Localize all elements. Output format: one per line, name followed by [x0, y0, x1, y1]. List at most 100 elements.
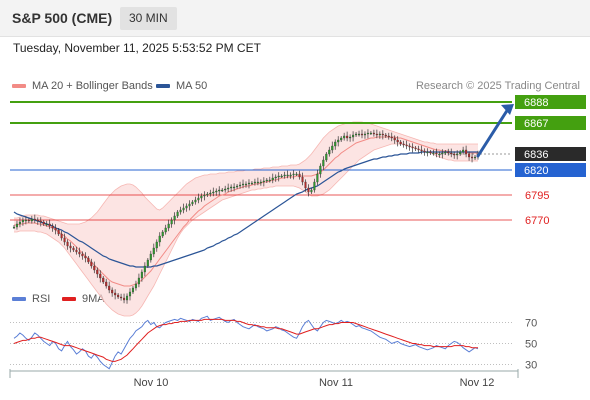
candle-body	[435, 152, 438, 155]
instrument-title: S&P 500 (CME)	[12, 10, 113, 26]
candle-body	[239, 184, 242, 187]
forecast-arrow-head	[501, 104, 514, 115]
candle-body	[167, 223, 170, 229]
candle-body	[250, 182, 253, 185]
candle-body	[120, 296, 123, 299]
legend-ma9: 9MA	[62, 293, 105, 305]
candle-body	[313, 181, 316, 191]
candle-body	[152, 247, 155, 255]
candle-body	[42, 221, 45, 225]
candle-body	[33, 218, 36, 221]
candle-body	[230, 186, 233, 189]
ma9-label: 9MA	[82, 293, 105, 305]
candle-body	[39, 220, 42, 223]
candle-body	[393, 137, 396, 141]
candle-body	[453, 153, 456, 156]
candle-body	[399, 141, 402, 145]
candle-body	[390, 136, 393, 139]
ma20-swatch	[12, 84, 26, 88]
candle-body	[87, 257, 90, 263]
candle-body	[295, 173, 298, 176]
level-tag-6836	[515, 147, 586, 161]
x-label-nov-10: Nov 10	[134, 377, 169, 389]
candle-body	[15, 223, 19, 228]
candle-body	[233, 186, 236, 189]
candle-body	[146, 259, 149, 267]
candle-body	[206, 193, 209, 196]
candle-body	[18, 221, 21, 225]
candle-body	[349, 136, 352, 139]
candle-body	[298, 173, 301, 178]
ma50-label: MA 50	[176, 80, 208, 92]
candle-body	[191, 201, 194, 205]
rsi-tick-70: 70	[525, 318, 537, 330]
candle-body	[72, 247, 75, 251]
candle-body	[27, 219, 30, 222]
candle-body	[307, 187, 310, 193]
candle-body	[372, 132, 375, 135]
candle-body	[375, 133, 378, 136]
candle-body	[462, 149, 465, 153]
candle-body	[274, 176, 277, 179]
candle-body	[128, 291, 132, 297]
candle-body	[182, 207, 185, 211]
candle-body	[185, 205, 188, 209]
candle-body	[197, 197, 200, 201]
ma50-line	[13, 151, 478, 268]
candle-body	[102, 277, 105, 283]
ma50-swatch	[156, 84, 170, 88]
candle-body	[218, 189, 221, 192]
candle-body	[143, 265, 146, 273]
candle-body	[405, 144, 408, 147]
candle-body	[310, 189, 313, 193]
candle-body	[241, 183, 245, 186]
interval-button[interactable]: 30 MIN	[120, 7, 177, 30]
candle-body	[414, 147, 417, 150]
candle-body	[334, 141, 337, 147]
rsi-ma9-line	[13, 318, 478, 362]
candle-body	[244, 183, 248, 186]
candle-body	[360, 133, 364, 136]
candle-body	[450, 152, 453, 155]
candle-body	[340, 137, 343, 141]
candle-body	[24, 219, 27, 222]
candle-body	[363, 133, 367, 136]
candle-body	[54, 227, 57, 231]
rsi-line	[13, 315, 479, 370]
candle-body	[473, 156, 477, 159]
candle-body	[343, 135, 346, 139]
rsi-tick-50: 50	[525, 339, 537, 351]
rsi-swatch	[12, 297, 26, 301]
candle-body	[105, 281, 108, 287]
candle-body	[170, 219, 173, 225]
candle-body	[63, 237, 66, 243]
candle-body	[387, 135, 390, 138]
candle-body	[179, 209, 182, 213]
level-tag-6820	[515, 163, 586, 177]
candle-body	[57, 229, 60, 235]
candle-body	[114, 292, 117, 296]
candle-body	[444, 151, 447, 154]
candle-body	[369, 132, 372, 135]
candle-body	[215, 190, 218, 193]
candle-body	[396, 139, 399, 143]
candle-body	[45, 223, 48, 226]
candle-body	[108, 285, 111, 291]
level-tag-6867	[515, 116, 586, 130]
credit-label: Research © 2025 Trading Central	[415, 80, 580, 92]
candle-body	[123, 297, 126, 301]
candle-body	[227, 187, 230, 190]
candle-body	[292, 173, 295, 176]
candle-body	[131, 287, 135, 293]
candle-body	[262, 180, 265, 183]
candle-body	[319, 165, 322, 175]
candle-body	[96, 269, 99, 275]
x-label-nov-12: Nov 12	[460, 377, 495, 389]
candle-body	[212, 191, 215, 194]
candle-body	[259, 181, 262, 184]
candle-body	[137, 277, 140, 285]
candle-body	[236, 185, 239, 188]
ma9-swatch	[62, 297, 76, 301]
candle-body	[221, 189, 224, 192]
